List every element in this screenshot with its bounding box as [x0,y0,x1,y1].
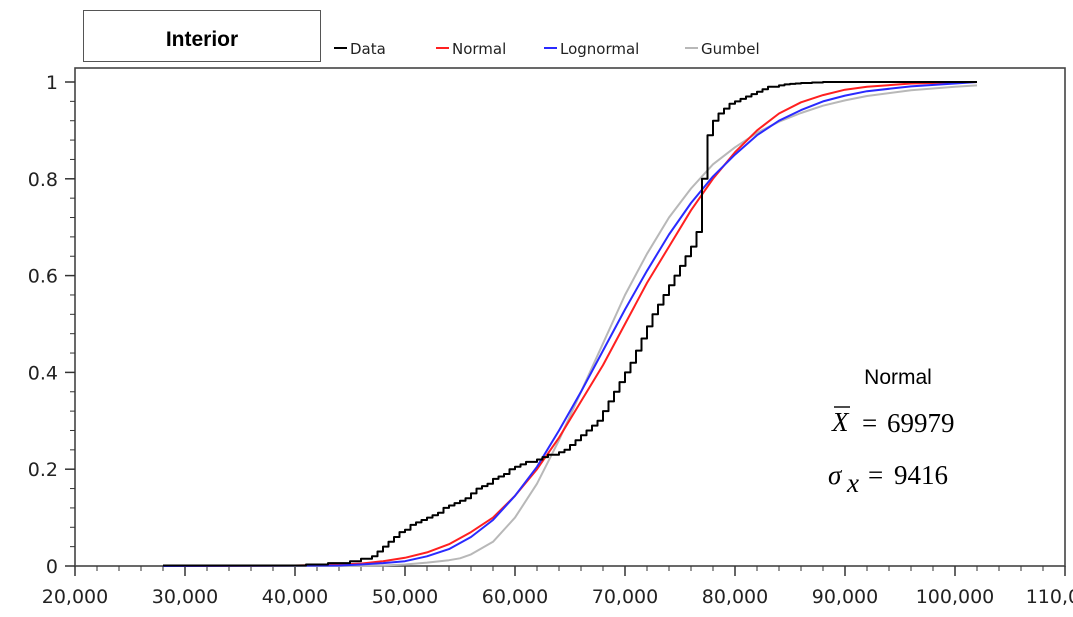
annotation-sd-value: 9416 [894,460,948,490]
y-tick-label: 0 [46,556,58,578]
annotation-mean-value: 69979 [887,408,955,438]
annotation-mean-symbol: X [831,407,850,437]
x-tick-label: 60,000 [482,586,548,608]
series-line-data [163,81,977,567]
chart-title-box: Interior [83,10,321,62]
x-tick-label: 40,000 [262,586,328,608]
x-tick-label: 70,000 [592,586,658,608]
y-tick-label: 0.6 [28,266,58,288]
y-tick-label: 0.8 [28,169,58,191]
x-tick-label: 30,000 [152,586,218,608]
x-tick-label: 90,000 [812,586,878,608]
y-tick-label: 0.4 [28,362,58,384]
annotation-mean-equals: = [862,408,877,438]
series-line-gumbel [163,84,978,567]
x-tick-label: 80,000 [702,586,768,608]
annotation-distribution-name: Normal [864,366,932,389]
x-tick-label: 20,000 [42,586,108,608]
axes: 20,000 30,000 40,000 50,000 60,000 70,000 80,0… [28,67,1073,608]
series-line-normal [162,81,978,567]
legend: Data Normal Lognormal Gumbel [334,40,760,58]
series-line-lognormal [162,81,978,567]
x-tick-label: 50,000 [372,586,438,608]
chart-title: Interior [165,28,239,51]
legend-label-lognormal: Lognormal [560,40,639,58]
legend-label-normal: Normal [452,40,506,58]
y-tick-label: 0.2 [28,459,58,481]
y-tick-label: 1 [46,72,58,94]
series-layer [162,81,978,567]
legend-label-gumbel: Gumbel [701,40,760,58]
x-tick-label: 110,000 [1026,586,1073,608]
annotation-sd-symbol: σ [828,460,843,490]
annotation-sd-subscript: x [846,468,859,498]
x-tick-label: 100,000 [916,586,995,608]
legend-label-data: Data [350,40,386,58]
annotation-sd-equals: = [868,460,883,490]
plot-frame [74,67,1066,567]
